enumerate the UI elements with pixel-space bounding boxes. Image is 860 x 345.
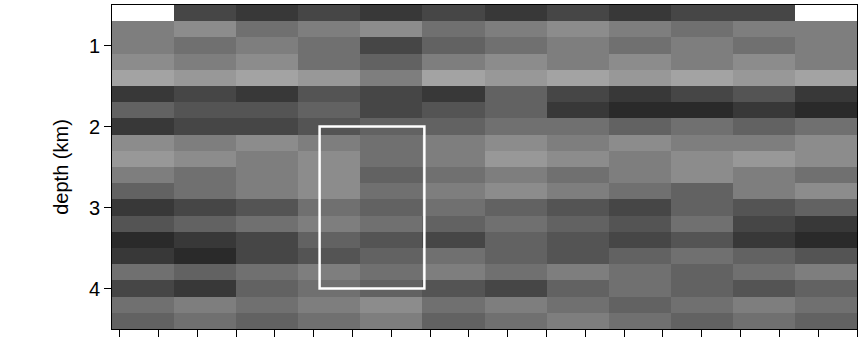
svg-text:depth (km): depth (km)	[50, 119, 72, 215]
svg-text:1: 1	[89, 35, 100, 57]
svg-text:2: 2	[89, 116, 100, 138]
svg-text:4: 4	[89, 278, 100, 300]
svg-text:3: 3	[89, 197, 100, 219]
